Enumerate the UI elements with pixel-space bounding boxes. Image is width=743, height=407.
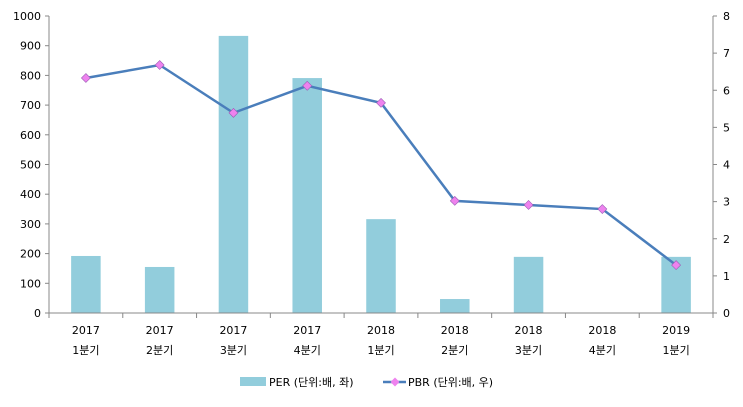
x-tick-label: 2분기 — [441, 344, 468, 357]
right-tick-label: 0 — [723, 307, 730, 320]
x-tick-label: 2018 — [515, 324, 543, 337]
x-tick-label: 1분기 — [662, 344, 689, 357]
pbr-marker — [523, 200, 534, 210]
pbr-marker — [597, 204, 608, 214]
legend-pbr-marker — [390, 377, 400, 387]
right-tick-label: 7 — [723, 47, 730, 60]
per-bar — [144, 266, 175, 313]
left-tick-label: 900 — [20, 40, 41, 53]
pbr-marker — [154, 60, 165, 70]
right-tick-label: 8 — [723, 10, 730, 23]
x-tick-label: 2017 — [219, 324, 247, 337]
per-bar — [292, 78, 322, 313]
per-bar — [366, 219, 396, 313]
x-tick-label: 2017 — [146, 324, 174, 337]
right-tick-label: 6 — [723, 84, 730, 97]
left-tick-label: 600 — [20, 129, 41, 142]
left-tick-label: 400 — [20, 188, 41, 201]
per-bar — [440, 299, 470, 313]
x-tick-label: 4분기 — [589, 344, 616, 357]
x-tick-label: 2019 — [662, 324, 690, 337]
left-tick-label: 1000 — [13, 10, 41, 23]
x-tick-label: 3분기 — [220, 344, 247, 357]
right-tick-label: 5 — [723, 121, 730, 134]
pbr-marker — [80, 73, 91, 83]
x-tick-label: 3분기 — [515, 344, 542, 357]
left-tick-label: 300 — [20, 218, 41, 231]
x-tick-label: 2017 — [72, 324, 100, 337]
x-tick-label: 2018 — [367, 324, 395, 337]
left-tick-label: 0 — [34, 307, 41, 320]
x-tick-label: 1분기 — [367, 344, 394, 357]
legend-per-swatch — [240, 377, 266, 386]
pbr-marker — [671, 260, 682, 271]
per-bar — [513, 256, 544, 313]
right-tick-label: 2 — [723, 233, 730, 246]
pbr-marker — [376, 97, 386, 108]
left-tick-label: 700 — [20, 99, 41, 112]
pbr-marker — [302, 80, 313, 91]
x-tick-label: 2018 — [588, 324, 616, 337]
left-tick-label: 800 — [20, 69, 41, 82]
pbr-marker — [449, 195, 460, 206]
x-tick-label: 2분기 — [146, 344, 173, 357]
left-tick-label: 500 — [20, 159, 41, 172]
x-tick-label: 1분기 — [72, 344, 99, 357]
per-bar — [71, 255, 101, 313]
left-tick-label: 200 — [20, 248, 41, 261]
x-tick-label: 2017 — [293, 324, 321, 337]
right-tick-label: 3 — [723, 196, 730, 209]
legend-pbr-label: PBR (단위:배, 우) — [408, 376, 493, 389]
right-tick-label: 4 — [723, 159, 730, 172]
x-tick-label: 4분기 — [294, 344, 321, 357]
per-bar — [218, 35, 249, 314]
pbr-marker — [228, 107, 239, 118]
legend-per-label: PER (단위:배, 좌) — [269, 376, 354, 389]
right-tick-label: 1 — [723, 270, 730, 283]
left-tick-label: 100 — [20, 277, 41, 290]
x-tick-label: 2018 — [441, 324, 469, 337]
